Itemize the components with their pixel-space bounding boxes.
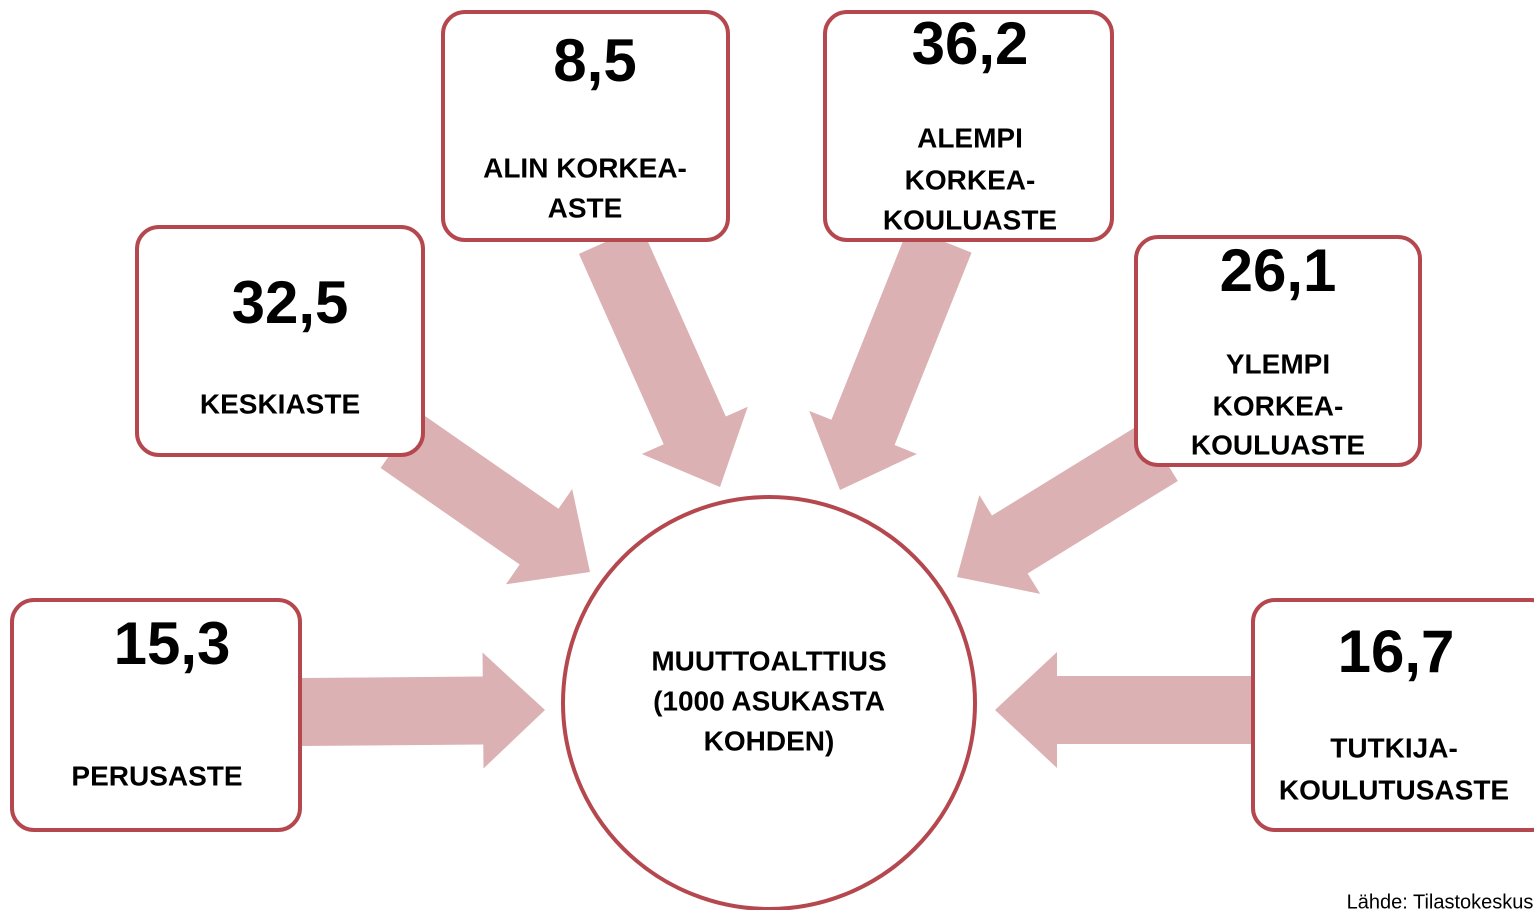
node-value: 15,3: [114, 610, 231, 677]
node-label: KORKEA-: [1213, 390, 1344, 421]
node-label: TUTKIJA-: [1330, 732, 1458, 763]
arrow: [995, 652, 1253, 768]
arrow: [380, 412, 590, 585]
node-value: 26,1: [1220, 237, 1337, 304]
node-label: PERUSASTE: [71, 760, 242, 791]
node-box: [441, 10, 730, 242]
node-box: [135, 225, 425, 457]
arrow: [809, 227, 972, 491]
node-label: KORKEA-: [905, 164, 1036, 195]
node-label: KOULUASTE: [1191, 429, 1365, 460]
center-label: KOHDEN): [704, 725, 835, 756]
boxes: [10, 10, 1534, 832]
arrows: [299, 226, 1253, 769]
node-label: YLEMPI: [1226, 348, 1330, 379]
node-label: ASTE: [548, 192, 623, 223]
arrow: [578, 226, 748, 487]
node-box: [10, 598, 302, 832]
center-label: (1000 ASUKASTA: [653, 685, 885, 716]
arrow: [299, 652, 546, 769]
arrow: [957, 423, 1178, 594]
node-box: [1251, 598, 1534, 832]
node-label: KOULUASTE: [883, 204, 1057, 235]
center-label: MUUTTOALTTIUS: [651, 645, 886, 676]
node-value: 32,5: [232, 269, 349, 336]
node-box: [1134, 235, 1422, 467]
node-value: 16,7: [1338, 618, 1455, 685]
center-circle: [561, 495, 977, 910]
node-label: KOULUTUSASTE: [1279, 774, 1509, 805]
node-value: 8,5: [553, 27, 636, 94]
source: Lähde: Tilastokeskus: [1347, 891, 1534, 910]
texts: 15,3 PERUSASTE 32,5 KESKIASTE 8,5 ALIN KORKEA…: [71, 10, 1509, 806]
node-box: [823, 10, 1114, 242]
node-label: KESKIASTE: [200, 388, 360, 419]
node-label: ALIN KORKEA-: [483, 152, 687, 183]
node-value: 36,2: [912, 10, 1029, 77]
node-label: ALEMPI: [917, 122, 1023, 153]
